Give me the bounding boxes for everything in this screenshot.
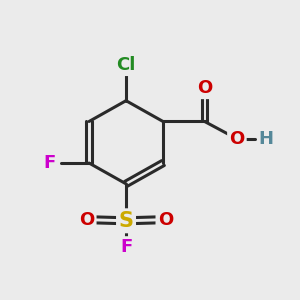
Text: H: H [259,130,274,148]
Text: S: S [118,211,134,231]
Text: O: O [79,211,94,229]
Text: O: O [229,130,244,148]
Text: F: F [43,154,56,172]
Text: O: O [158,211,173,229]
Text: O: O [197,79,212,97]
Text: F: F [120,238,132,256]
Text: Cl: Cl [116,56,136,74]
